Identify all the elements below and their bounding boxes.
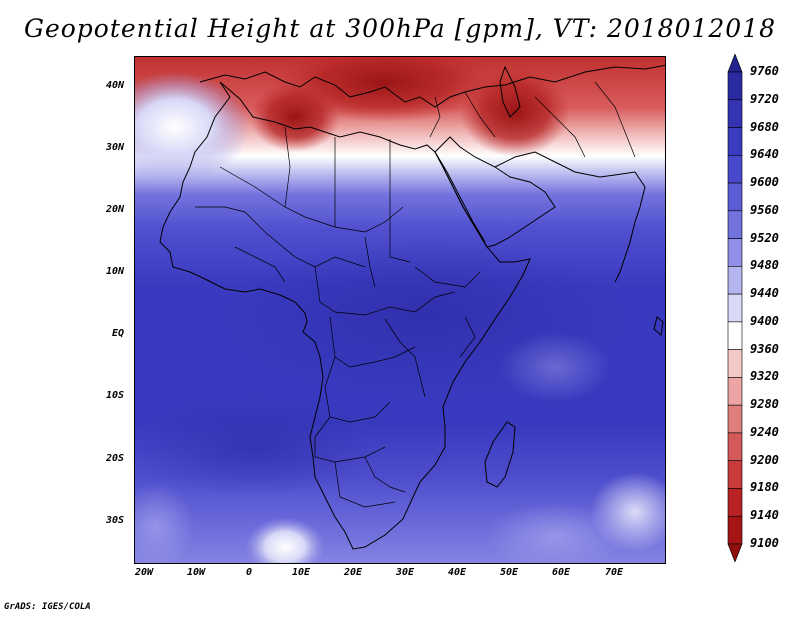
lon-label: 20E [343, 567, 363, 578]
ridge-indian-ocean [485, 502, 625, 563]
colorbar-label: 9320 [750, 369, 779, 384]
colorbar-label: 9200 [750, 452, 779, 467]
map-title: Geopotential Height at 300hPa [gpm], VT:… [23, 14, 777, 43]
colorbar-swatch [727, 238, 743, 267]
colorbar-swatch [727, 404, 743, 434]
colorbar-label: 9440 [750, 286, 779, 301]
ridge-south-atlantic [245, 517, 325, 563]
madagascar-coast [484, 421, 516, 488]
geopotential-map [135, 57, 665, 563]
colorbar-label: 9140 [750, 508, 779, 523]
colorbar-label: 9180 [750, 480, 779, 495]
africa-coast [159, 81, 531, 550]
colorbar-label: 9480 [750, 258, 779, 273]
colorbar-label: 9100 [750, 536, 779, 550]
colorbar-swatch [727, 127, 743, 156]
lon-label: 70E [604, 567, 624, 578]
trough-algeria [250, 82, 340, 152]
colorbar-label: 9240 [750, 424, 779, 439]
colorbar-top-arrow [727, 54, 743, 73]
lat-label: 40N [105, 80, 124, 91]
colorbar-label: 9760 [750, 64, 779, 78]
lat-label: 30S [105, 515, 124, 526]
lat-label: 30N [105, 142, 124, 153]
south-asia-coast [494, 151, 646, 283]
lon-label: 10W [186, 567, 206, 578]
colorbar-swatch [727, 488, 743, 517]
north-coast [199, 64, 665, 108]
ridge-west-atlantic [135, 482, 195, 563]
map-panel [134, 56, 666, 564]
lon-label: 40E [447, 567, 467, 578]
colorbar [727, 54, 743, 562]
lat-label: EQ [111, 328, 124, 339]
lat-label: 10S [105, 390, 124, 401]
colorbar-swatch [727, 293, 743, 323]
lon-label: 50E [499, 567, 519, 578]
colorbar-label: 9720 [750, 91, 779, 106]
colorbar-label: 9560 [750, 202, 779, 217]
lat-label: 20S [105, 453, 124, 464]
coastlines [159, 64, 665, 550]
south-atlantic-core [135, 397, 375, 497]
colorbar-label: 9360 [750, 341, 779, 356]
caspian-coast [499, 65, 521, 118]
colorbar-bottom-arrow [727, 543, 743, 562]
colorbar-swatch [727, 99, 743, 128]
arabia-coast [434, 136, 556, 248]
colorbar-swatch [727, 349, 743, 378]
colorbar-swatch [727, 210, 743, 239]
colorbar-label: 9600 [750, 175, 779, 190]
red-sea-coast [434, 151, 486, 243]
colorbar-swatch [727, 432, 743, 462]
colorbar-swatch [727, 321, 743, 350]
lat-label: 10N [105, 266, 124, 277]
lat-label: 20N [105, 204, 124, 215]
lon-label: 30E [395, 567, 415, 578]
colorbar-label: 9520 [750, 230, 779, 245]
colorbar-label: 9640 [750, 147, 779, 162]
colorbar-label: 9400 [750, 313, 779, 328]
colorbar-swatch [727, 71, 743, 101]
indian-ocean-pale [500, 332, 610, 402]
lon-label: 20W [134, 567, 154, 578]
colorbar-swatch [727, 266, 743, 295]
colorbar-label: 9680 [750, 119, 779, 134]
colorbar-swatch [727, 182, 743, 212]
colorbar-label: 9280 [750, 397, 779, 412]
colorbar-swatch [727, 154, 743, 184]
sri-lanka-coast [653, 316, 664, 336]
lon-label: 60E [551, 567, 571, 578]
lon-label: 10E [291, 567, 311, 578]
colorbar-swatch [727, 515, 743, 545]
grads-credit: GrADS: IGES/COLA [4, 602, 91, 612]
borders [195, 81, 636, 508]
colorbar-swatch [727, 460, 743, 489]
ridge-nw [135, 72, 250, 182]
colorbar-swatch [727, 377, 743, 406]
lon-label: 0 [245, 567, 253, 578]
